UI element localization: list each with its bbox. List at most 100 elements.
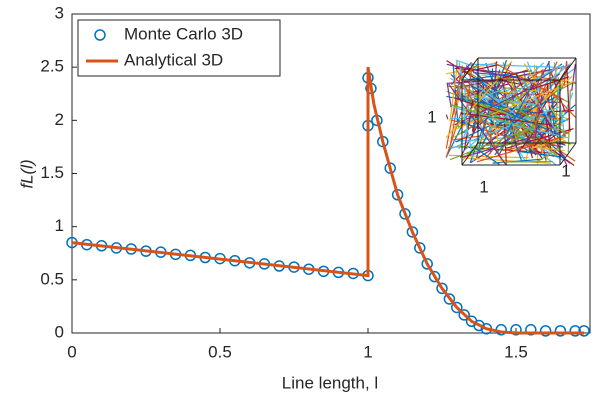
cube-fiber xyxy=(494,62,565,101)
data-point xyxy=(578,325,590,337)
cube-fiber xyxy=(449,70,458,122)
x-tick-label: 1.5 xyxy=(504,342,528,361)
y-tick-label: 3 xyxy=(55,3,64,22)
data-point xyxy=(539,325,552,337)
data-point xyxy=(406,226,419,238)
inset-label: 1 xyxy=(479,177,488,196)
cube-fiber xyxy=(481,109,574,117)
y-tick-label: 0 xyxy=(55,322,64,341)
cube-fiber xyxy=(464,100,569,134)
cube-fiber xyxy=(456,69,502,160)
data-point xyxy=(399,208,411,220)
data-point xyxy=(554,325,567,337)
cube-fiber xyxy=(449,128,528,161)
cube-fiber xyxy=(526,120,563,139)
cube-fiber xyxy=(540,153,557,166)
cube-fiber xyxy=(462,63,571,152)
legend-label: Monte Carlo 3D xyxy=(124,24,243,43)
cube-fiber xyxy=(466,100,510,114)
data-point xyxy=(525,324,537,336)
cube-fiber xyxy=(446,63,535,82)
cube-fiber xyxy=(541,130,572,149)
cube-fiber xyxy=(502,89,538,94)
cube-fiber xyxy=(465,65,509,101)
data-point xyxy=(569,325,581,337)
cube-fiber xyxy=(565,61,571,131)
cube-fiber xyxy=(445,78,499,139)
cube-fiber xyxy=(462,136,534,158)
cube-fiber xyxy=(512,75,573,128)
cube-fiber xyxy=(522,78,562,138)
data-point xyxy=(443,293,456,305)
cube-fiber xyxy=(517,150,566,158)
cube-fiber xyxy=(548,60,556,136)
cube-fiber xyxy=(448,83,507,165)
cube-fiber xyxy=(445,114,449,120)
cube-fiber xyxy=(451,80,574,132)
cube-fiber xyxy=(546,79,553,133)
cube-fiber xyxy=(475,148,500,165)
cube-fiber xyxy=(460,112,556,127)
cube-fiber xyxy=(504,97,547,131)
cube-fiber xyxy=(458,84,475,162)
cube-fiber xyxy=(469,63,571,69)
cube-fiber xyxy=(497,96,556,126)
legend-label: Analytical 3D xyxy=(124,50,223,69)
x-tick-label: 0 xyxy=(67,342,76,361)
cube-fiber xyxy=(503,87,531,140)
cube-fiber xyxy=(500,160,553,163)
cube-fiber xyxy=(560,150,576,162)
x-tick-label: 0.5 xyxy=(208,342,232,361)
y-tick-label: 1 xyxy=(55,216,64,235)
inset-label: 1 xyxy=(427,107,436,126)
cube-fiber xyxy=(476,135,567,163)
cube-fiber xyxy=(466,135,527,155)
cube-fiber xyxy=(473,97,560,135)
cube-fiber xyxy=(532,146,565,152)
cube-fiber xyxy=(454,73,560,126)
cube-fiber xyxy=(503,118,507,165)
legend-box xyxy=(77,19,281,77)
cube-fiber xyxy=(460,64,478,79)
cube-fiber xyxy=(493,61,498,94)
cube-fiber xyxy=(529,76,570,91)
cube-fiber xyxy=(532,70,543,146)
cube-fiber xyxy=(563,62,568,86)
cube-fiber xyxy=(445,111,462,157)
cube-edge xyxy=(559,57,577,81)
data-point xyxy=(428,270,441,283)
cube-fiber xyxy=(452,64,459,127)
y-tick-label: 2 xyxy=(55,110,64,129)
inset-label: 1 xyxy=(561,161,570,180)
cube-fiber xyxy=(463,99,474,151)
inset-cube: 1 1 1 xyxy=(427,57,577,196)
cube-fiber xyxy=(492,116,499,142)
data-point xyxy=(451,301,463,314)
cube-fiber xyxy=(465,63,473,115)
data-point xyxy=(436,282,448,295)
cube-edge xyxy=(461,57,479,81)
data-point xyxy=(510,324,522,336)
cube-fiber xyxy=(458,62,471,117)
cube-fiber xyxy=(523,63,563,127)
cube-edge xyxy=(461,142,479,166)
y-axis-label: fL(l) xyxy=(17,159,36,188)
data-point xyxy=(414,242,426,254)
x-axis-label: Line length, l xyxy=(282,373,378,392)
y-tick-label: 0.5 xyxy=(40,269,64,288)
cube-fiber xyxy=(554,95,576,118)
cube-fiber xyxy=(460,68,544,126)
cube-fiber xyxy=(450,106,560,150)
cube-fiber xyxy=(515,73,523,86)
data-point xyxy=(421,258,433,270)
data-point xyxy=(458,309,470,321)
cube-edge xyxy=(559,142,577,166)
cube-fiber xyxy=(510,85,514,101)
data-line xyxy=(71,66,585,335)
cube-fiber xyxy=(499,124,534,151)
y-tick-label: 2.5 xyxy=(40,57,64,76)
legend-marker xyxy=(94,29,106,41)
cube-fiber xyxy=(446,82,452,108)
